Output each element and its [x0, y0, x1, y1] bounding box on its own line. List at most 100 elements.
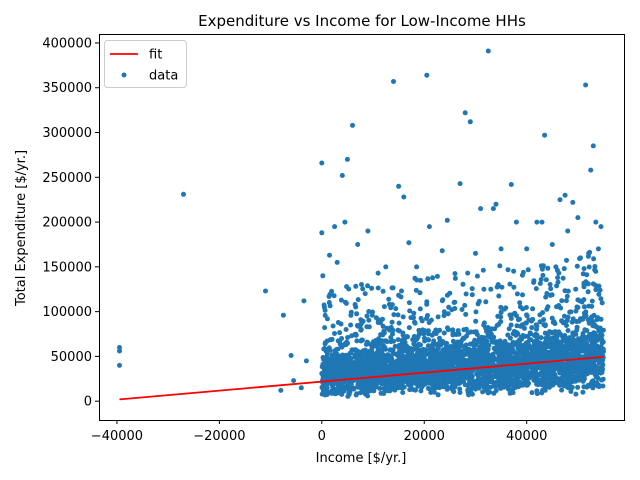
data-point	[365, 340, 371, 346]
data-point	[545, 304, 551, 310]
data-point	[448, 349, 454, 354]
data-point	[358, 326, 364, 332]
y-tick-label: 100000	[42, 305, 92, 320]
data-point	[549, 292, 555, 298]
data-point	[588, 369, 594, 375]
data-point	[346, 353, 352, 359]
data-point	[355, 242, 361, 247]
data-point	[425, 276, 431, 282]
y-tick-label: 200000	[42, 216, 92, 231]
data-point	[514, 323, 520, 329]
data-point	[545, 367, 550, 373]
data-point	[329, 336, 335, 342]
data-point	[322, 392, 328, 398]
data-point	[301, 298, 307, 304]
data-point	[590, 385, 596, 391]
data-point	[583, 82, 589, 88]
data-point	[326, 358, 332, 364]
data-point	[392, 380, 398, 386]
data-point	[388, 339, 394, 345]
data-point	[599, 359, 604, 365]
data-point	[593, 287, 599, 293]
data-point	[537, 312, 543, 318]
data-point	[478, 206, 484, 212]
data-point	[507, 281, 513, 287]
data-point	[565, 328, 571, 333]
data-point	[498, 367, 504, 373]
data-point	[371, 388, 377, 394]
data-point	[533, 322, 539, 328]
data-point	[523, 320, 529, 326]
data-point	[445, 325, 450, 331]
data-point	[473, 309, 479, 315]
data-point	[442, 349, 448, 355]
data-point	[538, 263, 544, 269]
data-point	[429, 332, 435, 338]
data-point	[327, 366, 333, 372]
data-point	[498, 314, 504, 320]
data-point	[593, 219, 599, 225]
data-point	[580, 389, 586, 395]
data-point	[376, 379, 382, 385]
data-point	[566, 335, 572, 341]
data-point	[363, 357, 369, 363]
data-point	[453, 347, 459, 353]
data-point	[399, 385, 405, 391]
data-point	[581, 266, 587, 272]
data-point	[523, 342, 529, 348]
data-point	[439, 298, 445, 304]
data-point	[400, 332, 406, 338]
data-point	[468, 389, 474, 395]
data-point	[586, 303, 592, 309]
data-point	[499, 284, 505, 290]
data-point	[557, 197, 563, 203]
data-point	[320, 273, 326, 279]
data-point	[426, 380, 432, 386]
data-point	[373, 338, 379, 343]
data-point	[597, 325, 603, 331]
data-point	[486, 343, 492, 348]
x-axis-ticks: −40000 −20000 0 20000 40000	[91, 420, 547, 444]
data-point	[381, 304, 387, 310]
data-point	[390, 327, 396, 333]
data-point	[389, 319, 395, 325]
data-point	[590, 143, 596, 149]
data-point	[414, 264, 420, 270]
data-point	[506, 349, 512, 354]
data-point	[563, 368, 569, 373]
data-point	[469, 381, 475, 387]
data-point	[327, 252, 332, 258]
data-point	[348, 381, 354, 387]
data-point	[530, 306, 536, 312]
data-point	[590, 323, 596, 329]
data-point	[359, 337, 365, 343]
data-point	[364, 313, 370, 319]
data-point	[345, 369, 351, 375]
data-point	[409, 378, 415, 384]
data-point	[481, 286, 487, 292]
data-point	[363, 370, 369, 376]
data-point	[573, 364, 579, 369]
data-point	[456, 357, 462, 362]
data-point	[541, 317, 547, 323]
data-point	[489, 326, 495, 332]
data-point	[543, 350, 549, 356]
data-point	[465, 270, 471, 276]
data-point	[554, 304, 559, 310]
data-point	[520, 269, 526, 275]
data-point	[407, 387, 413, 393]
data-point	[414, 277, 420, 283]
data-point	[344, 284, 350, 290]
data-point	[356, 357, 362, 363]
data-point	[564, 382, 569, 388]
data-point	[327, 303, 333, 309]
data-point	[548, 354, 554, 360]
data-point	[570, 333, 576, 338]
data-point	[515, 317, 521, 323]
data-point	[556, 270, 562, 276]
data-point	[511, 268, 517, 274]
data-point	[545, 265, 551, 271]
data-point	[396, 183, 402, 189]
data-point	[344, 373, 350, 379]
data-point	[278, 387, 284, 393]
